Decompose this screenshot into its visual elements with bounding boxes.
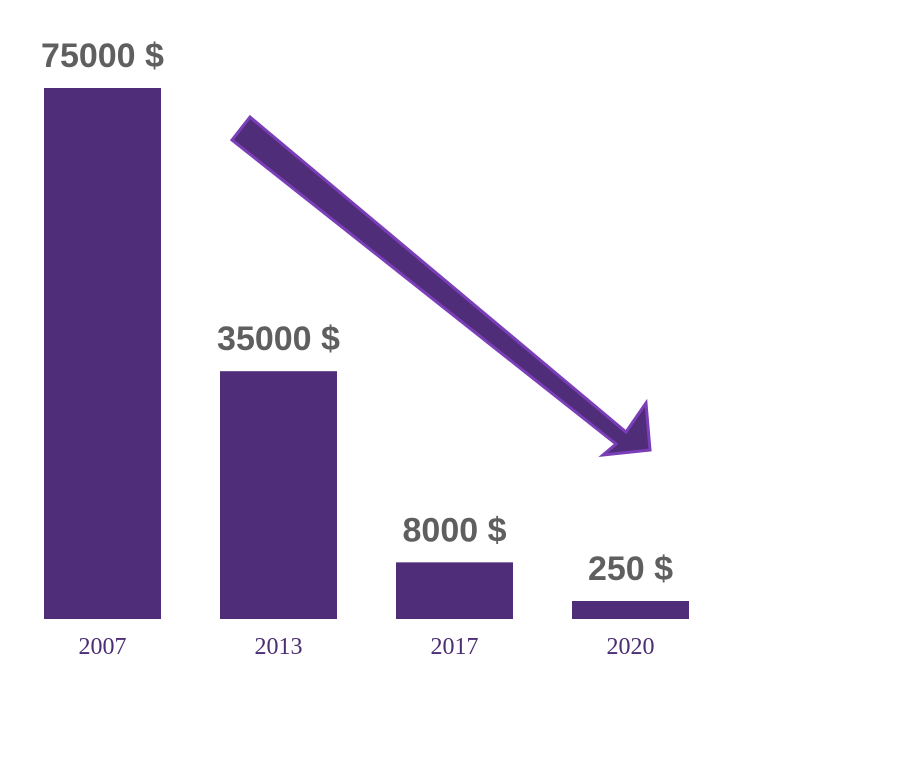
x-tick-label-group: 2007 2013 2017 2020 [79, 634, 655, 660]
bar-2013 [220, 371, 337, 619]
x-tick-label-2020: 2020 [607, 634, 655, 660]
bar-2007 [44, 88, 161, 619]
value-label-2020: 250 $ [588, 550, 673, 588]
bar-group [44, 88, 689, 619]
bar-2020 [572, 601, 689, 619]
x-tick-label-2007: 2007 [79, 634, 127, 660]
value-label-2007: 75000 $ [41, 37, 164, 75]
x-tick-label-2017: 2017 [431, 634, 479, 660]
x-tick-label-2013: 2013 [255, 634, 303, 660]
value-label-group: 75000 $ 35000 $ 8000 $ 250 $ [41, 37, 673, 588]
value-label-2017: 8000 $ [403, 511, 507, 549]
bar-2017 [396, 562, 513, 619]
trend-arrow-icon [229, 114, 652, 458]
value-label-2013: 35000 $ [217, 320, 340, 358]
